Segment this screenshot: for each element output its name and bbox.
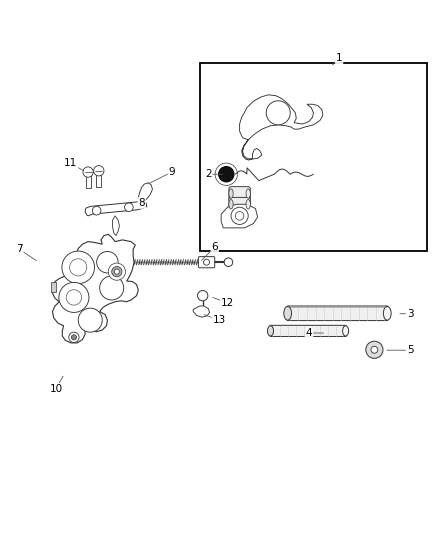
Ellipse shape xyxy=(246,199,251,209)
Ellipse shape xyxy=(284,306,292,320)
Circle shape xyxy=(112,266,122,277)
Ellipse shape xyxy=(383,306,391,320)
Polygon shape xyxy=(221,204,258,228)
Circle shape xyxy=(124,203,133,212)
Circle shape xyxy=(204,259,209,265)
FancyBboxPatch shape xyxy=(229,197,251,211)
Bar xyxy=(51,281,56,292)
Circle shape xyxy=(70,259,87,276)
Ellipse shape xyxy=(229,189,233,198)
Circle shape xyxy=(97,252,118,273)
Circle shape xyxy=(114,269,120,274)
Text: 2: 2 xyxy=(205,169,212,179)
Bar xyxy=(85,176,91,188)
Circle shape xyxy=(231,207,248,224)
Circle shape xyxy=(100,276,124,300)
Circle shape xyxy=(198,290,208,301)
Ellipse shape xyxy=(343,326,349,336)
Circle shape xyxy=(83,167,93,177)
Circle shape xyxy=(92,206,101,215)
Bar xyxy=(200,62,427,252)
Text: 10: 10 xyxy=(49,384,63,394)
Circle shape xyxy=(69,332,79,343)
Text: 6: 6 xyxy=(212,242,218,252)
Text: 8: 8 xyxy=(138,198,145,208)
Text: 7: 7 xyxy=(16,244,23,254)
Circle shape xyxy=(366,341,383,358)
Text: 13: 13 xyxy=(212,315,226,325)
Polygon shape xyxy=(85,201,147,216)
Circle shape xyxy=(66,289,81,305)
Polygon shape xyxy=(113,216,120,236)
Text: 11: 11 xyxy=(64,158,78,168)
Polygon shape xyxy=(193,306,209,317)
Circle shape xyxy=(62,251,95,284)
Polygon shape xyxy=(53,235,138,343)
Circle shape xyxy=(78,308,102,332)
Polygon shape xyxy=(138,183,152,203)
Bar xyxy=(96,175,101,187)
FancyBboxPatch shape xyxy=(270,325,346,336)
FancyBboxPatch shape xyxy=(198,256,215,268)
Circle shape xyxy=(94,166,104,176)
Ellipse shape xyxy=(246,189,251,198)
Text: 9: 9 xyxy=(169,167,175,177)
Text: 1: 1 xyxy=(336,53,343,63)
FancyBboxPatch shape xyxy=(287,306,388,320)
Circle shape xyxy=(266,101,290,125)
Text: 3: 3 xyxy=(407,309,413,319)
Circle shape xyxy=(224,258,233,266)
Circle shape xyxy=(235,212,244,220)
Text: 4: 4 xyxy=(306,328,312,338)
FancyBboxPatch shape xyxy=(229,187,251,200)
Polygon shape xyxy=(240,95,323,160)
Circle shape xyxy=(108,263,125,280)
Circle shape xyxy=(371,346,378,353)
Ellipse shape xyxy=(268,326,273,336)
Circle shape xyxy=(71,335,77,340)
Circle shape xyxy=(59,282,89,312)
Text: 12: 12 xyxy=(221,298,234,308)
Circle shape xyxy=(219,166,234,182)
Text: 5: 5 xyxy=(407,345,413,355)
Ellipse shape xyxy=(229,199,233,209)
